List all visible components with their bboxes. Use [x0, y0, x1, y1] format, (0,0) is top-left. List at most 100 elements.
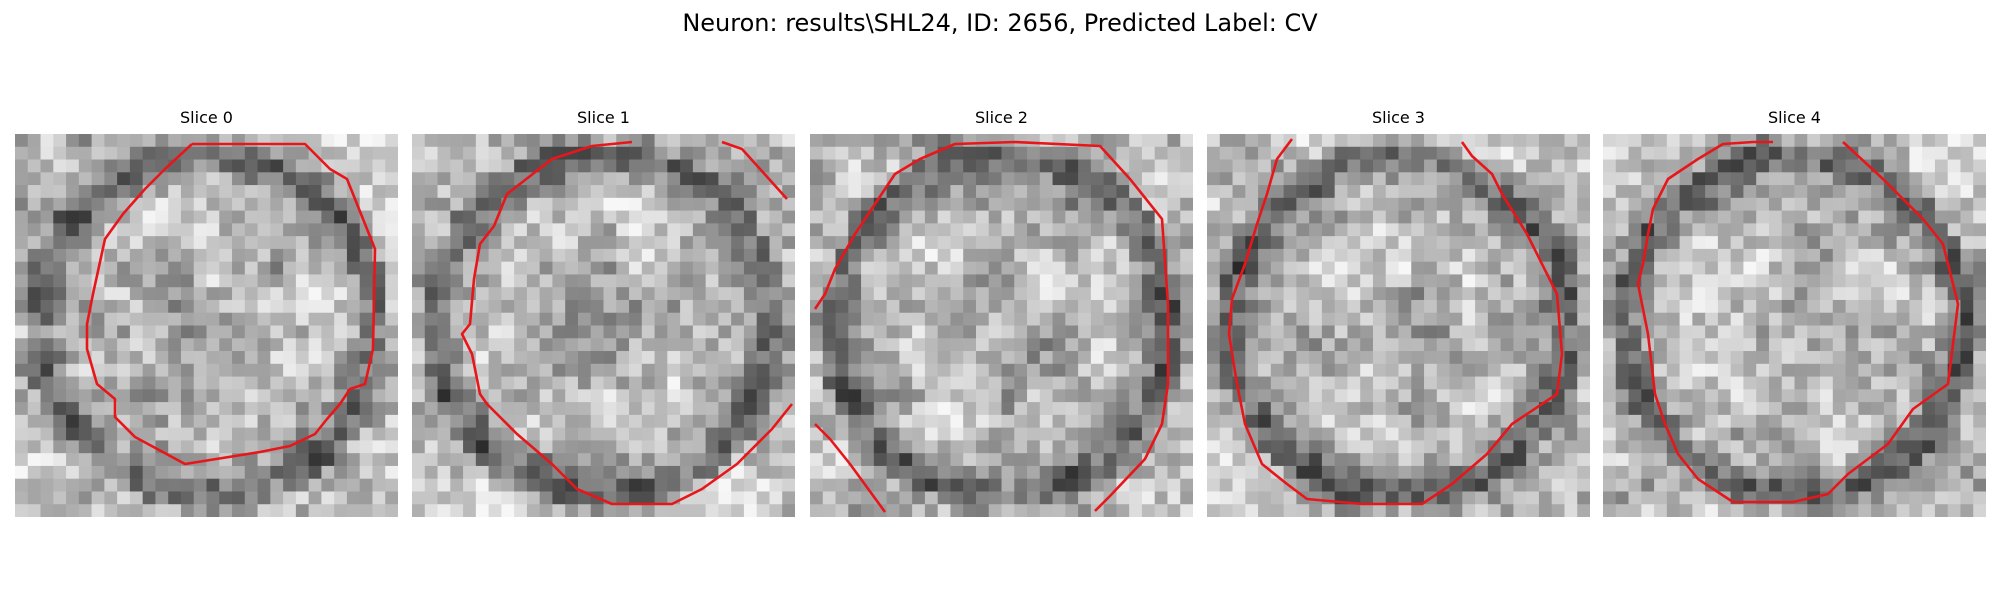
pixel [886, 236, 900, 250]
pixel [756, 248, 770, 263]
pixel [1628, 146, 1642, 161]
pixel [861, 453, 875, 467]
pixel [1141, 325, 1156, 339]
pixel [1129, 351, 1143, 365]
pixel [552, 248, 566, 263]
pixel [565, 197, 579, 212]
pixel [1845, 134, 1859, 148]
pixel [450, 325, 464, 339]
pixel [1116, 134, 1130, 148]
pixel [372, 197, 386, 212]
pixel [193, 146, 207, 161]
pixel [295, 325, 310, 339]
pixel [937, 172, 951, 186]
pixel [988, 134, 1002, 148]
pixel [180, 325, 195, 339]
pixel [718, 210, 732, 224]
pixel [1180, 210, 1193, 224]
pixel [886, 427, 900, 441]
pixel [308, 261, 322, 275]
pixel [15, 491, 29, 505]
pixel [810, 185, 824, 199]
pixel [1973, 402, 1986, 416]
pixel [756, 312, 770, 326]
pixel [1424, 146, 1438, 161]
pixel [1934, 402, 1949, 416]
pixel [321, 351, 335, 365]
pixel [385, 134, 398, 148]
pixel [501, 504, 515, 517]
pixel [488, 402, 502, 416]
pixel [565, 389, 579, 403]
pixel [1039, 504, 1054, 517]
pixel [1628, 338, 1642, 352]
pixel [1052, 223, 1066, 237]
pixel [1090, 402, 1105, 416]
pixel [731, 376, 745, 390]
pixel [1283, 453, 1297, 467]
pixel [641, 210, 656, 224]
pixel [873, 389, 888, 403]
pixel [848, 504, 862, 517]
pixel [1334, 465, 1348, 480]
pixel [782, 351, 795, 365]
pixel [219, 210, 233, 224]
pixel [565, 134, 579, 148]
pixel [1820, 299, 1834, 314]
pixel [1309, 223, 1323, 237]
pixel [40, 299, 54, 314]
pixel [1078, 261, 1092, 275]
pixel [372, 351, 386, 365]
pixel [1360, 478, 1374, 492]
pixel [168, 146, 182, 161]
pixel [129, 414, 144, 429]
pixel [835, 236, 849, 250]
pixel [1743, 504, 1757, 517]
pixel [1424, 159, 1438, 173]
pixel [437, 299, 451, 314]
pixel [1896, 453, 1910, 467]
pixel [91, 299, 105, 314]
pixel [1641, 287, 1655, 301]
pixel [810, 274, 824, 288]
pixel [1154, 376, 1168, 390]
pixel [603, 185, 617, 199]
pixel [539, 236, 553, 250]
slice-title: Slice 3 [1372, 108, 1425, 127]
pixel [1398, 427, 1412, 441]
pixel [1360, 376, 1374, 390]
pixel [1756, 504, 1770, 517]
pixel [565, 491, 579, 505]
pixel [848, 376, 862, 390]
pixel [1577, 210, 1590, 224]
pixel [283, 248, 297, 263]
pixel [1360, 299, 1374, 314]
pixel [680, 248, 694, 263]
pixel [78, 325, 93, 339]
pixel [412, 440, 426, 454]
pixel [1424, 274, 1438, 288]
pixel [117, 351, 131, 365]
pixel [629, 312, 643, 326]
pixel [1487, 223, 1502, 237]
pixel [1360, 504, 1374, 517]
pixel [654, 236, 668, 250]
pixel [692, 440, 707, 454]
pixel [283, 351, 297, 365]
pixel [372, 146, 386, 161]
pixel [437, 325, 451, 339]
pixel [1245, 338, 1259, 352]
pixel [346, 172, 361, 186]
pixel [257, 465, 271, 480]
pixel [565, 427, 579, 441]
pixel [975, 159, 990, 173]
pixel [654, 134, 668, 148]
pixel [1014, 427, 1028, 441]
pixel [705, 185, 719, 199]
pixel [718, 414, 732, 429]
pixel [308, 453, 322, 467]
pixel [168, 351, 182, 365]
pixel [15, 159, 29, 173]
pixel [437, 210, 451, 224]
pixel [616, 146, 630, 161]
